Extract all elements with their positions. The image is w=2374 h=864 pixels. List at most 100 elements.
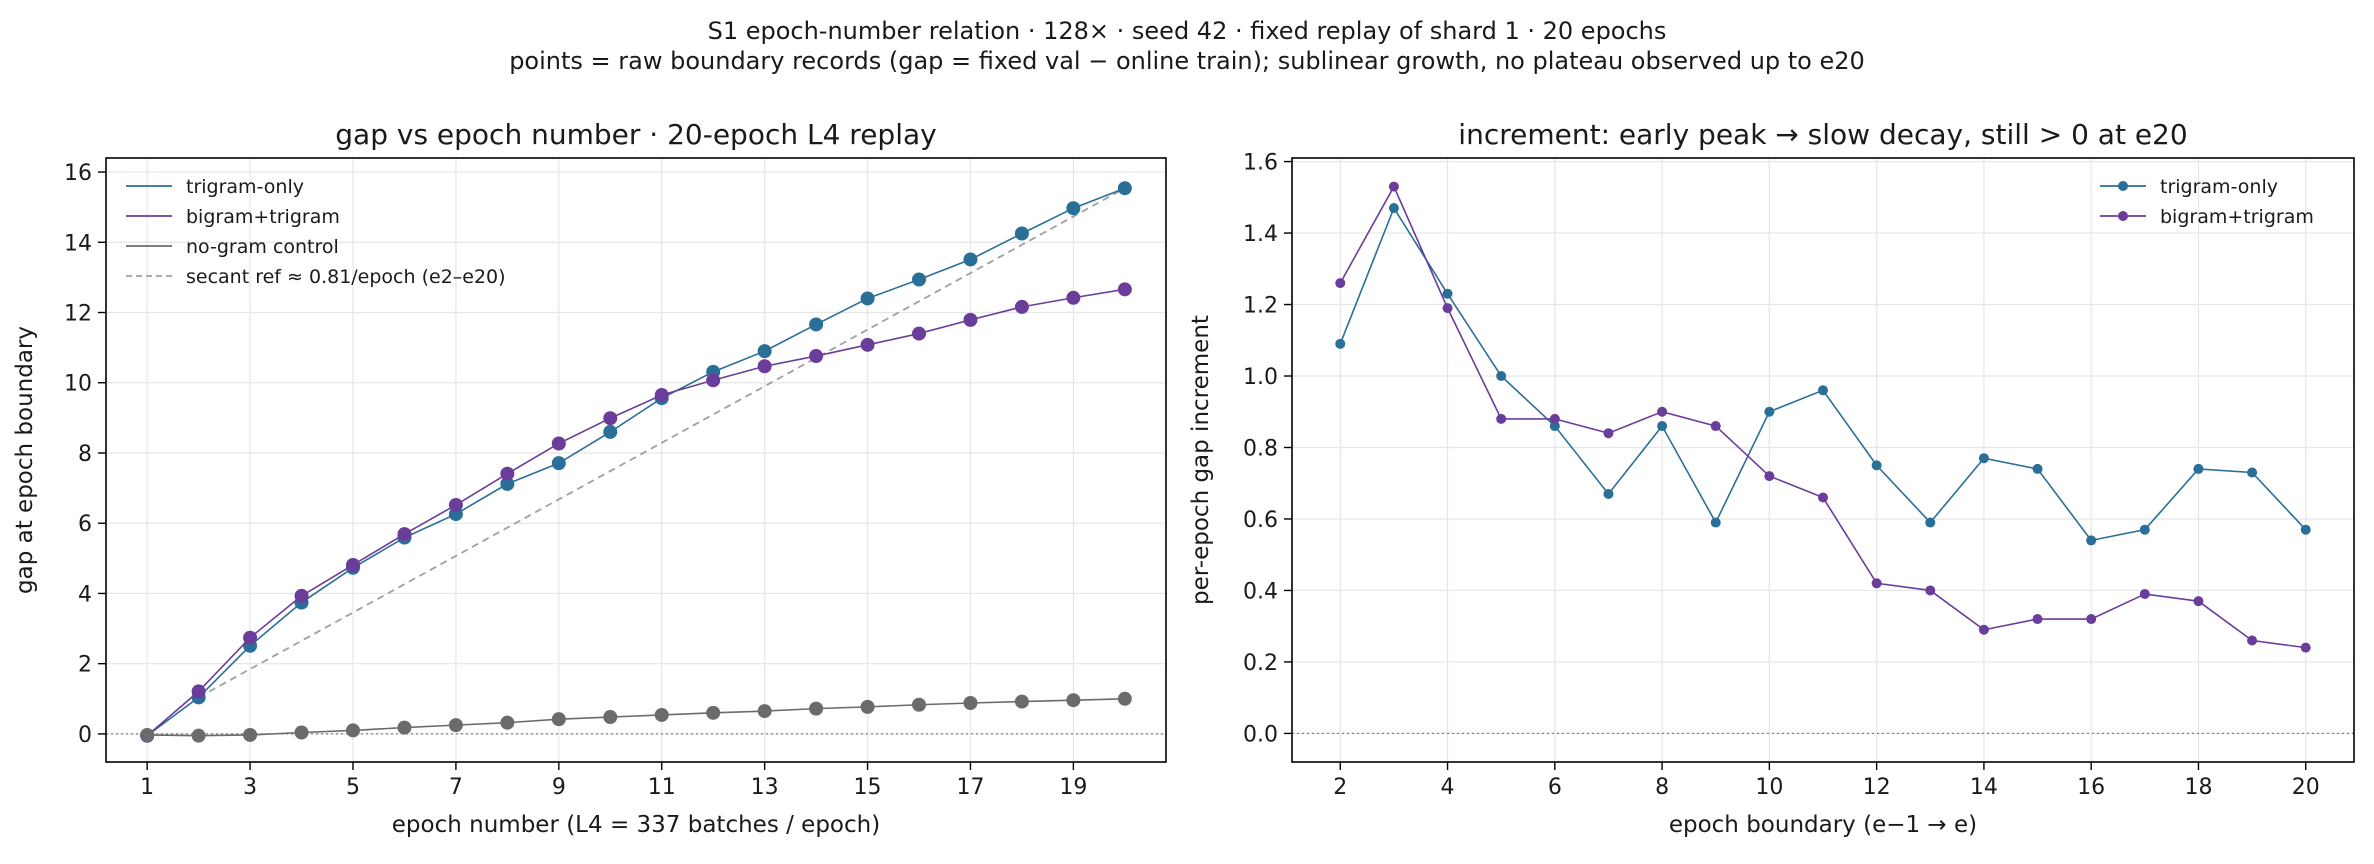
data-point: [1066, 693, 1081, 708]
data-point: [500, 466, 515, 481]
data-point: [2139, 589, 2150, 600]
data-point: [1014, 226, 1029, 241]
data-point: [603, 424, 618, 439]
legend-label: secant ref ≈ 0.81/epoch (e2–e20): [186, 266, 506, 288]
data-point: [551, 436, 566, 451]
legend: trigram-only bigram+trigram: [2100, 176, 2314, 228]
y-tick-label: 8: [78, 442, 92, 467]
x-tick-label: 6: [1548, 775, 1562, 800]
chart-title: increment: early peak → slow decay, stil…: [1458, 118, 2187, 151]
data-point: [551, 456, 566, 471]
series-no-gram-control: [140, 691, 1132, 743]
legend-label: bigram+trigram: [186, 206, 340, 228]
data-point: [757, 344, 772, 359]
data-point: [1496, 371, 1507, 382]
data-point: [1442, 303, 1453, 314]
x-tick-label: 9: [552, 775, 566, 800]
y-tick-label: 6: [78, 512, 92, 537]
axes-frame: [105, 157, 1167, 763]
secant-reference-line: [198, 187, 1126, 699]
series-bigram-trigram: [140, 282, 1132, 743]
y-tick-label: 1.4: [1243, 222, 1278, 247]
x-axis-label: epoch boundary (e−1 → e): [1669, 812, 1977, 838]
data-point: [1066, 290, 1081, 305]
data-point: [1925, 517, 1936, 528]
data-point: [809, 349, 824, 364]
y-tick-label: 2: [78, 653, 92, 678]
y-tick-label: 0.0: [1243, 722, 1278, 747]
x-axis-label: epoch number (L4 = 337 batches / epoch): [392, 812, 880, 838]
data-point: [1710, 421, 1721, 432]
data-point: [1978, 453, 1989, 464]
data-point: [809, 701, 824, 716]
y-tick-label: 1.0: [1243, 365, 1278, 390]
y-tick-label: 1.2: [1243, 294, 1278, 319]
x-tick-label: 16: [2077, 775, 2105, 800]
y-tick-label: 0.4: [1243, 579, 1278, 604]
data-point: [397, 720, 412, 735]
data-point: [963, 696, 978, 711]
y-tick-label: 0: [78, 723, 92, 748]
data-point: [191, 728, 206, 743]
data-point: [345, 723, 360, 738]
data-point: [2032, 463, 2043, 474]
data-point: [757, 359, 772, 374]
legend-marker: [2118, 211, 2128, 221]
data-point: [1764, 471, 1775, 482]
x-tick-label: 10: [1755, 775, 1783, 800]
data-point: [2139, 524, 2150, 535]
data-point: [912, 697, 927, 712]
legend-label: trigram-only: [186, 176, 304, 198]
data-point: [2193, 596, 2204, 607]
y-tick-label: 1.6: [1243, 151, 1278, 176]
x-tick-label: 5: [346, 775, 360, 800]
data-point: [140, 727, 155, 742]
data-point: [448, 718, 463, 733]
data-point: [1388, 181, 1399, 192]
y-tick-label: 4: [78, 582, 92, 607]
data-point: [1066, 201, 1081, 216]
data-point: [2193, 463, 2204, 474]
y-tick-label: 0.8: [1243, 436, 1278, 461]
data-point: [500, 476, 515, 491]
data-point: [191, 684, 206, 699]
x-tick-label: 20: [2292, 775, 2320, 800]
x-tick-label: 18: [2184, 775, 2212, 800]
x-tick-label: 17: [956, 775, 984, 800]
legend-label: no-gram control: [186, 236, 339, 258]
y-axis-label: gap at epoch boundary: [12, 326, 38, 594]
data-point: [2300, 642, 2311, 653]
data-point: [1871, 460, 1882, 471]
data-point: [912, 272, 927, 287]
y-tick-label: 16: [64, 161, 92, 186]
axes-frame: [1291, 157, 2355, 763]
y-tick-label: 10: [64, 372, 92, 397]
data-point: [2086, 535, 2097, 546]
y-tick-label: 0.6: [1243, 508, 1278, 533]
data-point: [1818, 492, 1828, 503]
series-line: [1339, 206, 2307, 542]
x-tick-label: 7: [449, 775, 463, 800]
data-point: [860, 291, 875, 306]
data-point: [448, 497, 463, 512]
data-point: [757, 704, 772, 719]
data-point: [963, 252, 978, 267]
x-tick-label: 12: [1863, 775, 1891, 800]
data-point: [1925, 585, 1936, 596]
data-point: [2247, 635, 2258, 646]
data-point: [706, 373, 721, 388]
data-point: [860, 699, 875, 714]
data-point: [2247, 467, 2258, 478]
series-line: [147, 697, 1125, 737]
series-bigram-trigram: [1335, 181, 2311, 653]
data-point: [1549, 413, 1560, 424]
data-point: [2032, 614, 2043, 625]
data-point: [963, 312, 978, 327]
x-tick-label: 1: [140, 775, 154, 800]
data-point: [294, 588, 309, 603]
data-point: [1657, 421, 1668, 432]
data-point: [603, 411, 618, 426]
x-tick-label: 13: [751, 775, 779, 800]
